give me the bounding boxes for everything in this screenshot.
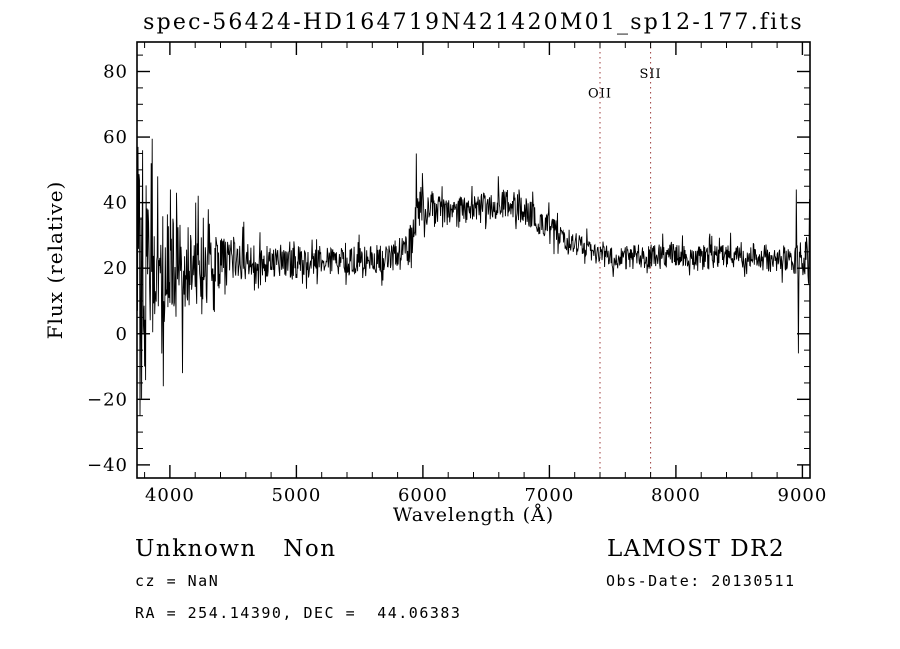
svg-text:SII: SII <box>640 67 662 82</box>
svg-text:−20: −20 <box>87 389 128 410</box>
object-class-label: Unknown Non <box>135 536 337 562</box>
svg-text:6000: 6000 <box>398 485 448 506</box>
survey-release-label: LAMOST DR2 <box>607 536 786 562</box>
svg-text:4000: 4000 <box>145 485 195 506</box>
svg-text:40: 40 <box>103 193 128 214</box>
svg-text:8000: 8000 <box>651 485 701 506</box>
svg-text:0: 0 <box>116 324 128 345</box>
x-axis-label: Wavelength (Å) <box>392 504 555 526</box>
cz-value-label: cz = NaN <box>135 572 220 590</box>
svg-text:5000: 5000 <box>271 485 321 506</box>
svg-text:7000: 7000 <box>524 485 574 506</box>
ra-dec-label: RA = 254.14390, DEC = 44.06383 <box>135 604 462 622</box>
svg-text:OII: OII <box>588 87 612 102</box>
svg-text:9000: 9000 <box>778 485 828 506</box>
y-axis-label: Flux (relative) <box>43 180 67 340</box>
spectrum-line <box>137 138 810 416</box>
obs-date-label: Obs-Date: 20130511 <box>606 572 796 590</box>
svg-text:60: 60 <box>103 127 128 148</box>
plot-title: spec-56424-HD164719N421420M01_sp12-177.f… <box>143 10 804 35</box>
svg-text:80: 80 <box>103 62 128 83</box>
svg-text:−40: −40 <box>87 455 128 476</box>
svg-text:20: 20 <box>103 258 128 279</box>
